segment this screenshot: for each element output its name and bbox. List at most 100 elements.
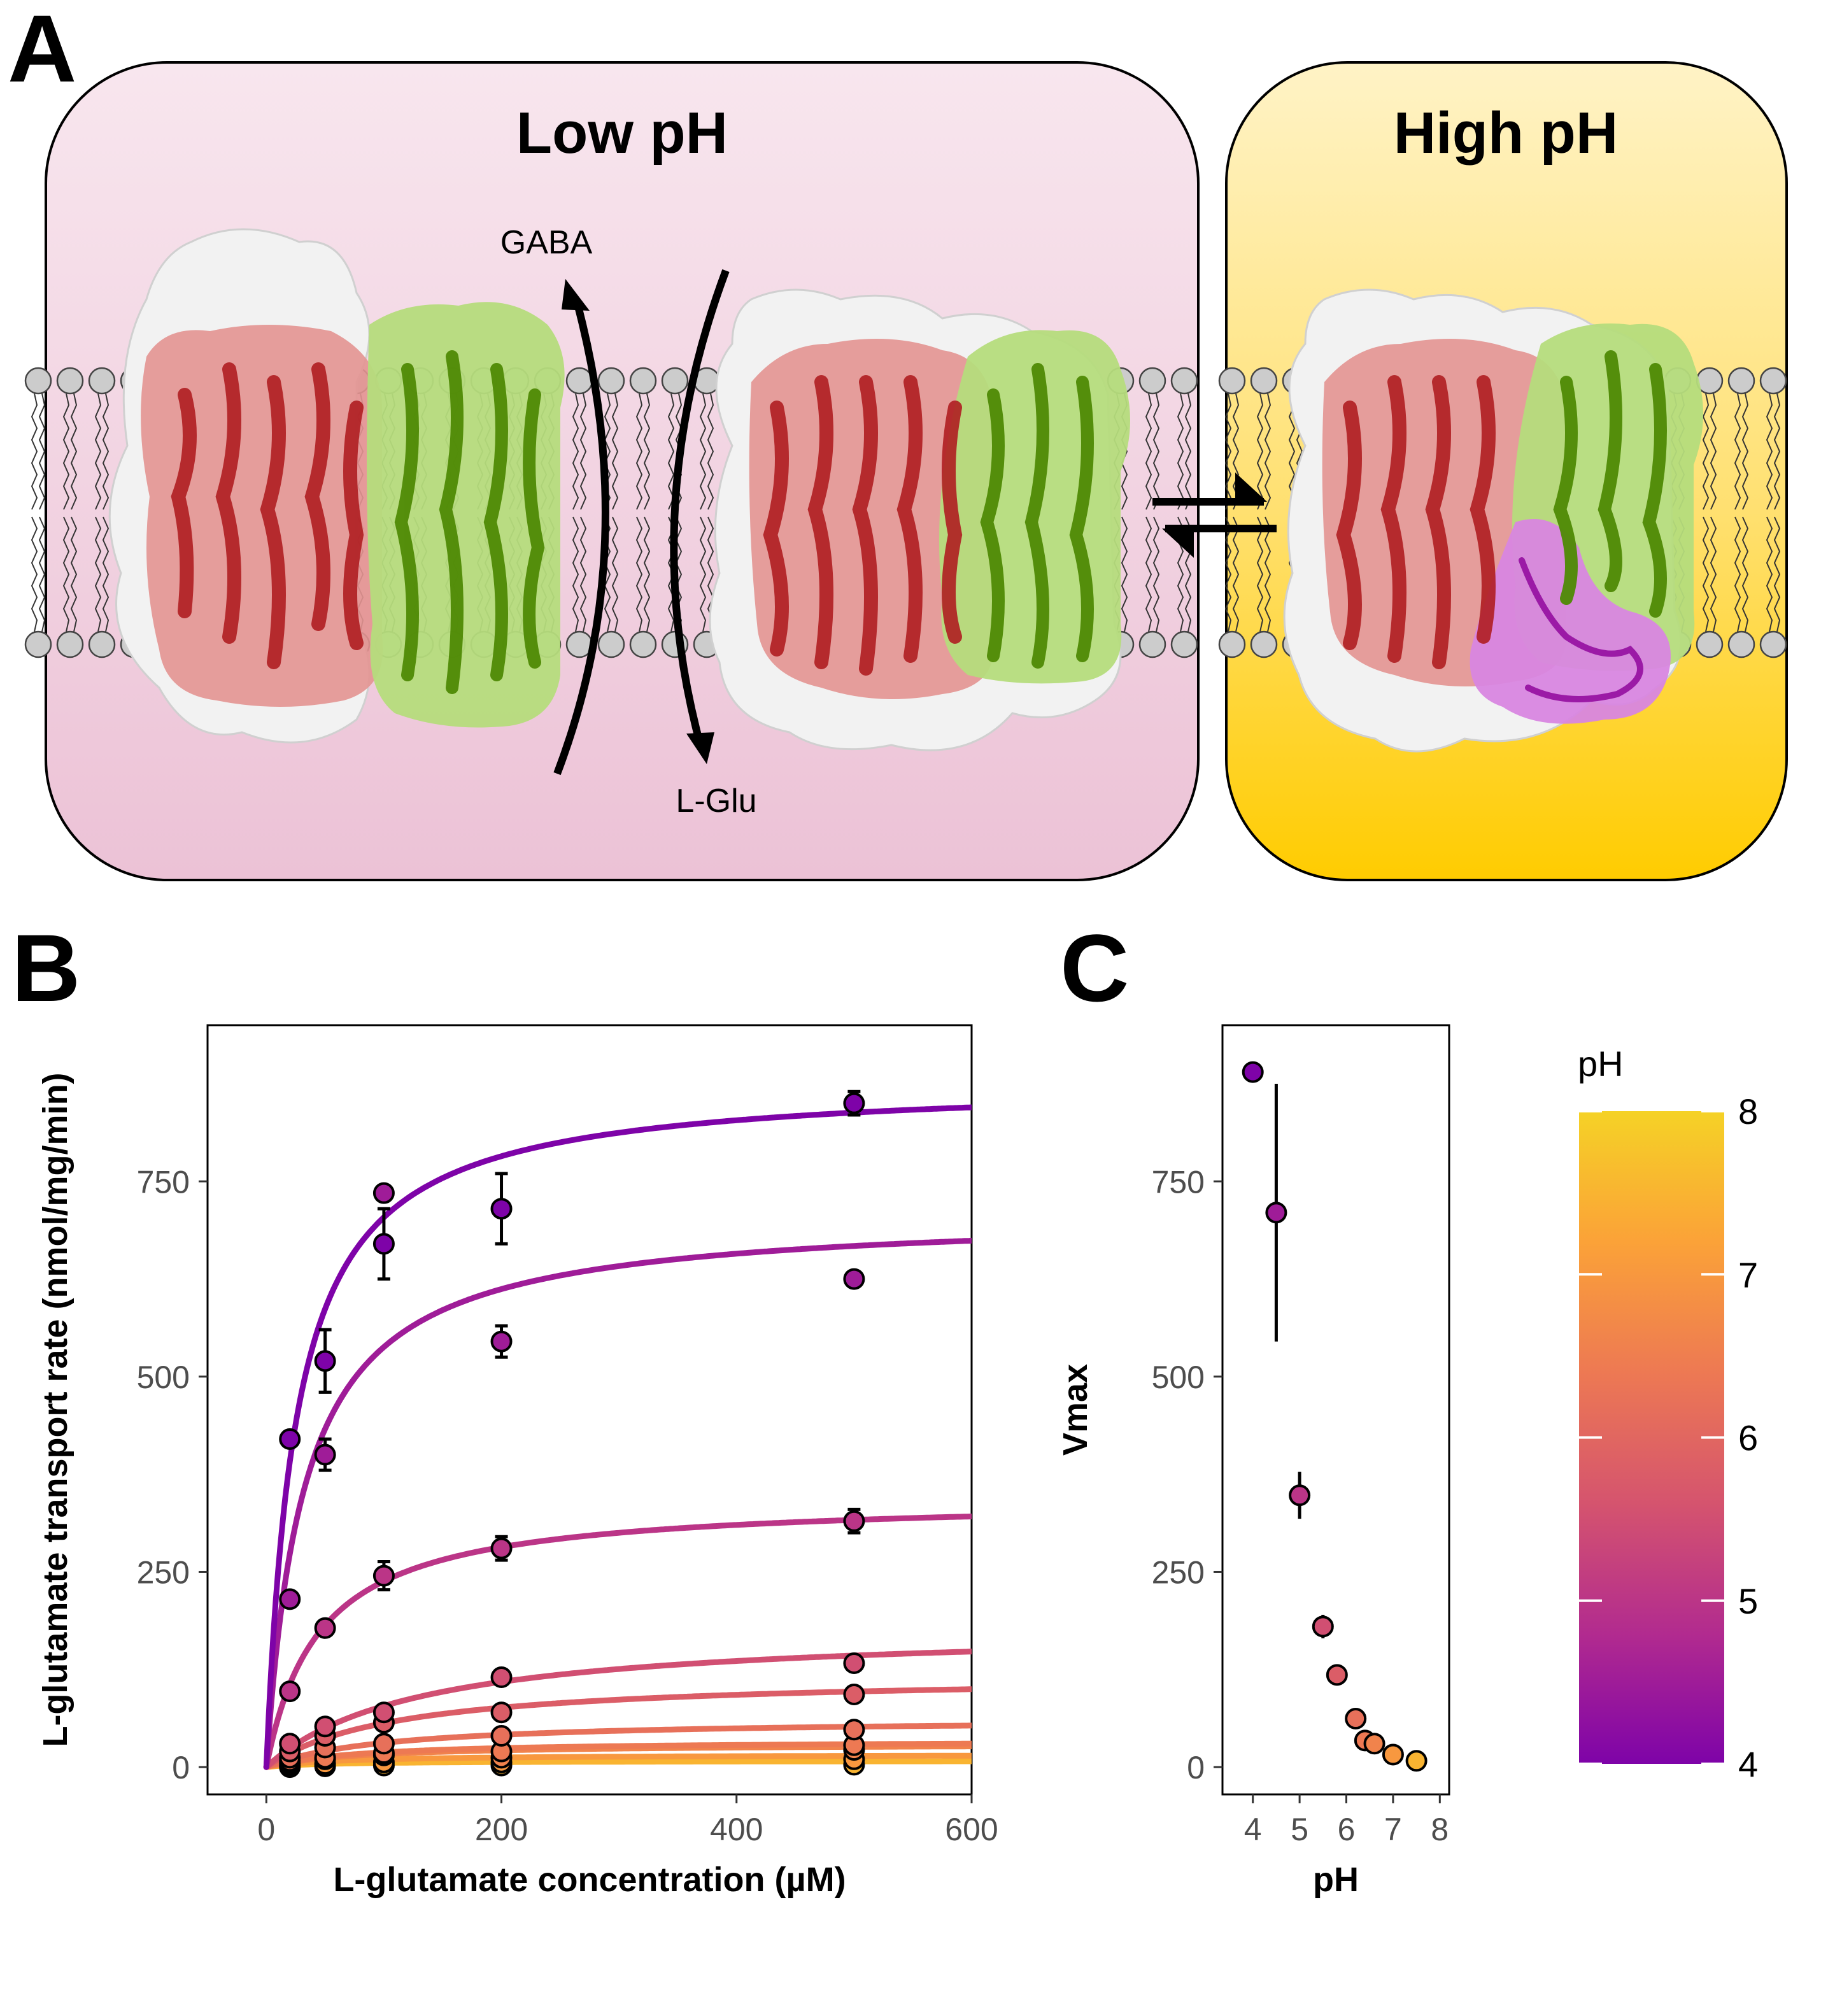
lipid-head [1138,630,1166,658]
lipid-tail [1710,393,1717,510]
transport-arrows [553,269,730,776]
panel-c-chart: 4 5 6 7 8 0 250 500 750 [1152,1061,1449,1847]
data-point-ph-4 [843,1092,865,1114]
lipid-tail [70,516,78,632]
data-point-ph-4 [372,1233,395,1255]
data-point-ph-6.2 [843,1719,865,1741]
lipid-tail [699,516,707,632]
lipid-tail [635,516,643,632]
lipid-tail [572,393,579,510]
panel-c-ylabel: Vmax [1056,1364,1095,1456]
lipid-tail [1702,393,1710,510]
lipid-head [597,367,625,395]
data-point-ph-4.5 [372,1182,395,1204]
lipid-tail [1264,393,1272,510]
lipid-head [1218,367,1246,395]
panel-a-letter: A [8,0,76,102]
lipid-tail [1224,393,1232,510]
data-point-ph-4 [279,1428,301,1450]
lipid-tail [1702,516,1710,632]
fit-curve-ph-4.5 [263,1237,972,1770]
lipid-tail [62,393,70,510]
x-tick-label: 7 [1384,1812,1402,1847]
lipid-head [565,367,593,395]
lipid-tail [1152,516,1160,632]
legend-tick-label: 4 [1738,1744,1758,1784]
lipid-tail [1773,516,1781,632]
lipid-tail [635,393,643,510]
lipid-tail [94,393,102,510]
vmax-point-ph-7.5 [1405,1750,1428,1772]
vmax-point-ph-4.5 [1265,1202,1287,1224]
lglu-label: L-Glu [676,783,756,820]
lipid-tail [643,393,651,510]
lipid-head [1250,367,1278,395]
data-point-ph-5 [314,1617,336,1639]
y-tick-label: 500 [137,1359,190,1395]
lipid-head [56,367,84,395]
data-point-ph-5 [372,1565,395,1587]
ph-colorbar-legend: pH 4 5 6 7 8 [1578,1044,1758,1784]
legend-tick-label: 7 [1738,1254,1758,1295]
panel-a: A Low pH High pH [8,0,1788,881]
lipid-head [88,367,116,395]
lipid-tail [1766,393,1773,510]
vmax-point-ph-7 [1382,1743,1404,1766]
lipid-tail [1734,393,1741,510]
lipid-tail [31,516,38,632]
legend-tick-label: 8 [1738,1091,1758,1132]
lipid-tail [102,393,110,510]
transporter-structure-high-ph [1283,288,1703,753]
lipid-tail [1741,393,1749,510]
x-tick-label: 4 [1244,1812,1262,1847]
lipid-head [1759,367,1787,395]
transporter-structure-left [108,228,565,744]
lipid-tail [643,516,651,632]
data-point-ph-5 [490,1537,513,1559]
vmax-point-ph-6.6 [1363,1733,1385,1755]
y-tick-label: 250 [1152,1554,1205,1590]
data-point-ph-4.5 [490,1330,513,1352]
x-tick-label: 6 [1338,1812,1356,1847]
data-point-ph-6.2 [372,1733,395,1755]
data-point-ph-4.5 [279,1588,301,1610]
y-tick-label: 750 [1152,1164,1205,1200]
lipid-head [597,630,625,658]
lipid-tail [1766,516,1773,632]
legend-tick-label: 6 [1738,1418,1758,1458]
lipid-tail [70,393,78,510]
lipid-head [1250,630,1278,658]
lipid-head [1759,630,1787,658]
lipid-tail [1288,393,1296,510]
x-tick-label: 200 [475,1812,528,1847]
lipid-tail [1184,393,1192,510]
transporter-structure-middle [709,288,1130,751]
lipid-head [1170,367,1198,395]
data-point-ph-5.5 [279,1733,301,1755]
lipid-tail [1224,516,1232,632]
lipid-head [24,630,52,658]
high-ph-title: High pH [1394,101,1619,166]
lipid-head [1727,630,1755,658]
lipid-tail [38,516,46,632]
lipid-tail [1264,516,1272,632]
lipid-tail [1256,393,1264,510]
x-tick-label: 5 [1291,1812,1308,1847]
lipid-tail [572,516,579,632]
panel-c-xlabel: pH [1313,1861,1359,1899]
lipid-head [1218,630,1246,658]
panel-b-chart: 0 200 400 600 0 250 500 750 [137,1090,998,1847]
data-point-ph-6.2 [490,1725,513,1747]
lipid-tail [1121,516,1128,632]
lipid-head [629,630,657,658]
vmax-point-ph-5.5 [1312,1615,1334,1638]
lipid-tail [31,393,38,510]
y-tick-label: 750 [137,1164,190,1200]
lipid-tail [1232,393,1240,510]
lipid-tail [579,516,587,632]
panel-b-xlabel: L-glutamate concentration (µM) [333,1861,846,1899]
data-point-ph-4.5 [843,1268,865,1290]
lipid-tail [579,393,587,510]
vmax-point-ph-5 [1289,1484,1311,1507]
